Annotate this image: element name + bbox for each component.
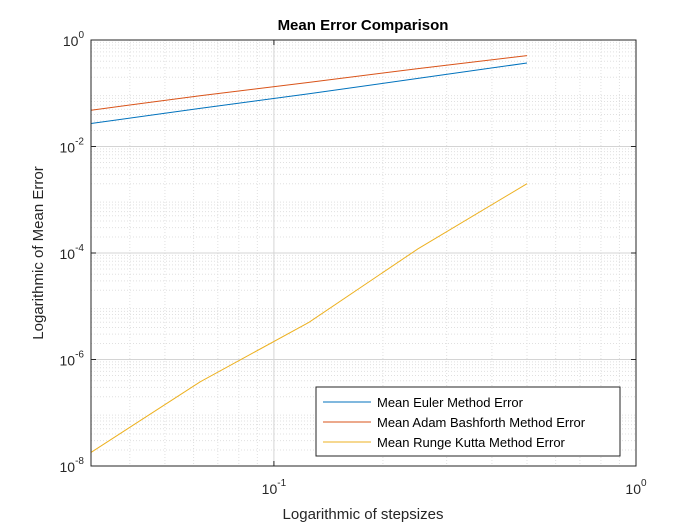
plot-lines xyxy=(90,55,528,453)
y-tick-label: 10-8 xyxy=(60,456,85,475)
chart-title: Mean Error Comparison xyxy=(278,17,449,34)
y-tick-label: 100 xyxy=(63,30,85,49)
series-line-2 xyxy=(90,55,528,111)
y-tick-label: 10-6 xyxy=(60,350,85,369)
y-tick-label: 10-2 xyxy=(60,137,85,156)
legend-label-1: Mean Euler Method Error xyxy=(377,395,524,410)
x-tick-label: 10-1 xyxy=(262,478,287,497)
legend-label-3: Mean Runge Kutta Method Error xyxy=(377,435,566,450)
y-axis-label: Logarithmic of Mean Error xyxy=(30,166,47,339)
legend-label-2: Mean Adam Bashforth Method Error xyxy=(377,415,586,430)
legend: Mean Euler Method Error Mean Adam Bashfor… xyxy=(315,386,621,457)
x-tick-label: 100 xyxy=(625,478,647,497)
series-line-3 xyxy=(90,183,528,453)
ticks: 10-1 100 10-8 10-6 10-4 10-2 100 xyxy=(60,30,647,497)
x-axis-label: Logarithmic of stepsizes xyxy=(283,506,444,523)
series-line-1 xyxy=(90,62,528,124)
y-tick-label: 10-4 xyxy=(60,243,85,262)
